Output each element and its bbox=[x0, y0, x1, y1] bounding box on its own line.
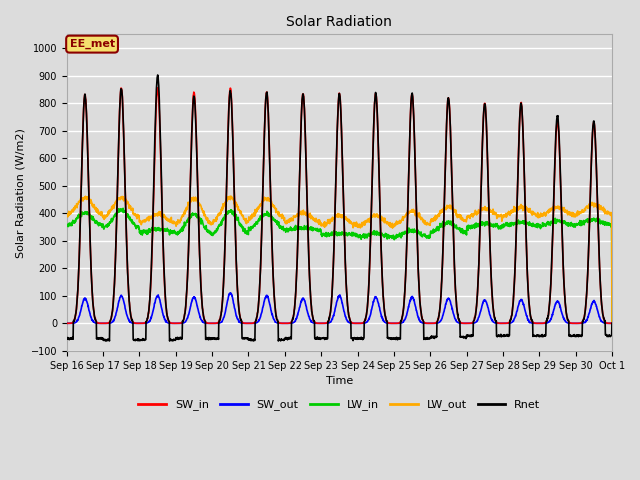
Title: Solar Radiation: Solar Radiation bbox=[287, 15, 392, 29]
LW_in bbox=[608, 321, 616, 326]
Rnet bbox=[154, 72, 161, 78]
Rnet bbox=[215, 319, 223, 325]
LW_out bbox=[560, 206, 568, 212]
Rnet bbox=[367, 210, 375, 216]
Legend: SW_in, SW_out, LW_in, LW_out, Rnet: SW_in, SW_out, LW_in, LW_out, Rnet bbox=[134, 395, 545, 415]
LW_in bbox=[63, 223, 70, 228]
X-axis label: Time: Time bbox=[326, 376, 353, 386]
Line: SW_in: SW_in bbox=[67, 88, 612, 324]
Rnet bbox=[275, 338, 282, 344]
Line: LW_in: LW_in bbox=[67, 208, 612, 324]
SW_in bbox=[608, 321, 616, 326]
SW_out bbox=[608, 321, 616, 326]
LW_out bbox=[215, 213, 223, 218]
SW_out bbox=[560, 316, 568, 322]
LW_in bbox=[560, 219, 568, 225]
SW_out bbox=[575, 321, 583, 326]
Rnet bbox=[561, 284, 568, 290]
LW_in bbox=[119, 205, 127, 211]
LW_out bbox=[367, 215, 375, 220]
Rnet bbox=[63, 335, 70, 341]
SW_out bbox=[355, 321, 363, 326]
LW_in bbox=[215, 224, 223, 229]
LW_in bbox=[355, 234, 363, 240]
Rnet bbox=[356, 335, 364, 341]
Text: EE_met: EE_met bbox=[70, 39, 115, 49]
LW_in bbox=[498, 223, 506, 228]
Line: SW_out: SW_out bbox=[67, 293, 612, 324]
SW_out bbox=[63, 321, 70, 326]
SW_in bbox=[367, 219, 375, 225]
LW_out bbox=[355, 224, 363, 229]
Rnet bbox=[608, 321, 616, 326]
SW_in bbox=[154, 85, 161, 91]
LW_in bbox=[575, 219, 583, 225]
SW_in bbox=[215, 319, 223, 324]
SW_in bbox=[355, 321, 363, 326]
Y-axis label: Solar Radiation (W/m2): Solar Radiation (W/m2) bbox=[15, 128, 25, 258]
SW_out bbox=[367, 309, 375, 315]
LW_out bbox=[498, 218, 506, 224]
LW_out bbox=[63, 213, 70, 219]
LW_in bbox=[367, 232, 375, 238]
SW_out bbox=[498, 321, 506, 326]
Rnet bbox=[575, 332, 583, 338]
Line: LW_out: LW_out bbox=[67, 196, 612, 324]
LW_out bbox=[227, 193, 234, 199]
SW_in bbox=[575, 320, 583, 326]
SW_in bbox=[63, 321, 70, 326]
SW_in bbox=[560, 280, 568, 286]
Rnet bbox=[499, 333, 506, 338]
SW_out bbox=[215, 320, 223, 326]
LW_out bbox=[608, 321, 616, 326]
SW_out bbox=[227, 290, 234, 296]
Line: Rnet: Rnet bbox=[67, 75, 612, 341]
SW_in bbox=[498, 321, 506, 326]
LW_out bbox=[575, 209, 583, 215]
